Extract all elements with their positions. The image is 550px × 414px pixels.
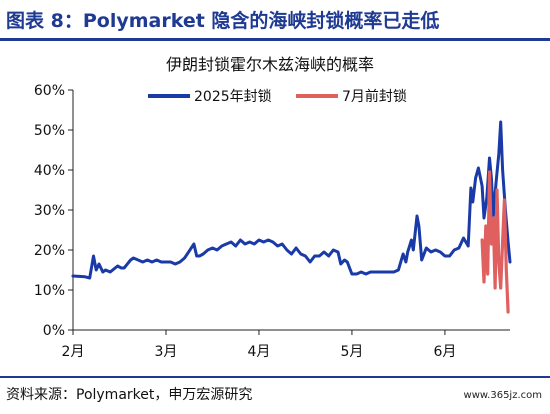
watermark: www.365jz.com	[463, 390, 542, 401]
legend-label-2: 7月前封锁	[342, 88, 407, 105]
y-tick-label: 10%	[34, 283, 65, 299]
y-tick-label: 0%	[43, 323, 65, 339]
line-chart: 伊朗封锁霍尔木兹海峡的概率 2025年封锁 7月前封锁 0% 10% 20% 30% 40…	[34, 55, 512, 360]
figure-title: 图表 8：Polymarket 隐含的海峡封锁概率已走低	[6, 10, 440, 32]
x-tick-label: 2月	[62, 344, 85, 360]
chart-title: 伊朗封锁霍尔木兹海峡的概率	[166, 55, 374, 74]
x-tick-label: 3月	[155, 344, 178, 360]
x-tick-label: 6月	[433, 344, 456, 360]
y-tick-label: 60%	[34, 83, 65, 99]
y-tick-label: 30%	[34, 203, 65, 219]
source-note: 资料来源：Polymarket，申万宏源研究	[6, 387, 253, 403]
x-tick-label: 4月	[247, 344, 270, 360]
footer-divider	[0, 376, 550, 378]
legend-label-1: 2025年封锁	[194, 89, 272, 105]
chart-legend: 2025年封锁 7月前封锁	[148, 88, 407, 105]
series-line-1	[71, 120, 512, 280]
y-tick-label: 20%	[34, 243, 65, 259]
x-axis: 2月 3月 4月 5月 6月	[62, 329, 510, 360]
series-line-2	[480, 170, 510, 314]
x-tick-label: 5月	[340, 344, 363, 360]
y-tick-label: 50%	[34, 123, 65, 139]
plot-area	[71, 120, 512, 314]
y-axis: 0% 10% 20% 30% 40% 50% 60%	[34, 83, 74, 339]
y-tick-label: 40%	[34, 163, 65, 179]
figure-header: 图表 8：Polymarket 隐含的海峡封锁概率已走低	[0, 0, 550, 41]
header-divider	[0, 38, 550, 41]
